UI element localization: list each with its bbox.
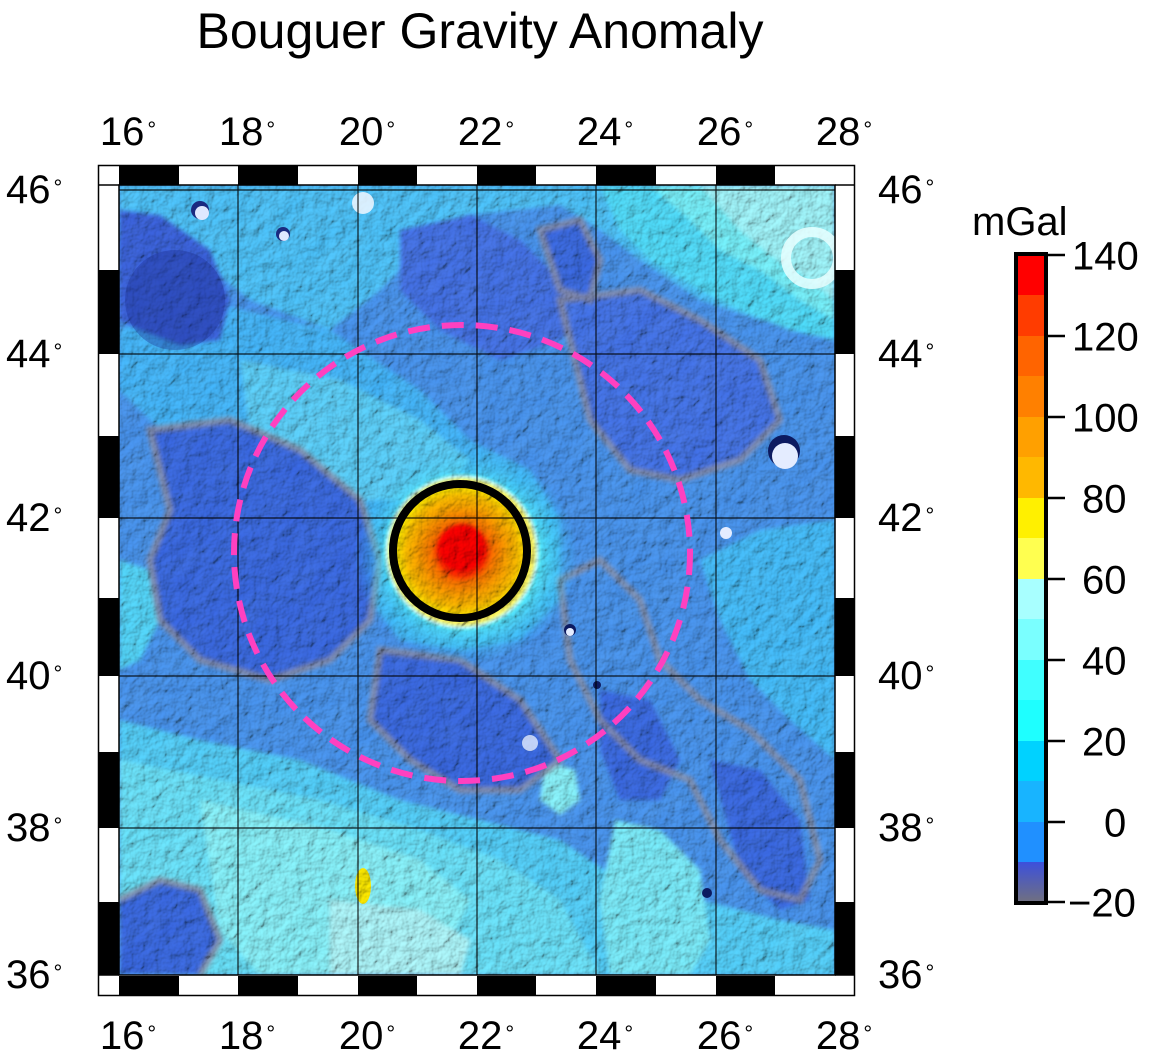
lat-label-right-42: 42 ° (878, 496, 935, 540)
colorbar (1014, 252, 1065, 905)
lat-label-right-38: 38 ° (878, 806, 935, 850)
colorbar-tick-140: 140 (1072, 234, 1139, 279)
lon-label-top-24: 24 ° (576, 110, 634, 154)
lat-label-right-46: 46 ° (878, 168, 935, 212)
lat-label-right-36: 36 ° (878, 953, 935, 997)
colorbar-tick-120: 120 (1072, 315, 1139, 360)
lat-label-right-40: 40 ° (878, 654, 935, 698)
lon-label-bottom-20: 20 ° (338, 1014, 396, 1058)
colorbar-tick-60: 60 (1082, 558, 1127, 603)
colorbar-tick-100: 100 (1072, 396, 1139, 441)
lat-label-right-44: 44 ° (878, 332, 935, 376)
lon-label-top-28: 28 ° (815, 110, 873, 154)
lon-label-bottom-28: 28 ° (815, 1014, 873, 1058)
colorbar-tick-0: 0 (1104, 801, 1127, 846)
lon-label-top-20: 20 ° (338, 110, 396, 154)
colorbar-tick-minus20: −20 (1068, 881, 1136, 926)
lat-label-left-40: 40 ° (6, 654, 63, 698)
map-frame (97, 164, 856, 997)
gravity-map (119, 185, 835, 975)
colorbar-tick-80: 80 (1082, 477, 1127, 522)
colorbar-tick-40: 40 (1082, 639, 1127, 684)
lon-label-top-16: 16 ° (99, 110, 157, 154)
lat-label-left-38: 38 ° (6, 806, 63, 850)
chart-title: Bouguer Gravity Anomaly (196, 3, 764, 59)
outer-dashed-circle (231, 322, 693, 784)
lon-label-top-26: 26 ° (696, 110, 754, 154)
lon-label-top-18: 18 ° (218, 110, 276, 154)
lon-label-bottom-16: 16 ° (99, 1014, 157, 1058)
colorbar-tick-20: 20 (1082, 720, 1127, 765)
lat-label-left-42: 42 ° (6, 496, 63, 540)
lat-label-left-36: 36 ° (6, 953, 63, 997)
lat-label-left-44: 44 ° (6, 332, 63, 376)
lon-label-bottom-26: 26 ° (696, 1014, 754, 1058)
inner-solid-circle (389, 480, 531, 622)
lon-label-bottom-18: 18 ° (218, 1014, 276, 1058)
lat-label-left-46: 46 ° (6, 168, 63, 212)
lon-label-top-22: 22 ° (457, 110, 515, 154)
lon-label-bottom-24: 24 ° (576, 1014, 634, 1058)
lon-label-bottom-22: 22 ° (457, 1014, 515, 1058)
colorbar-unit-label: mGal (972, 200, 1068, 244)
